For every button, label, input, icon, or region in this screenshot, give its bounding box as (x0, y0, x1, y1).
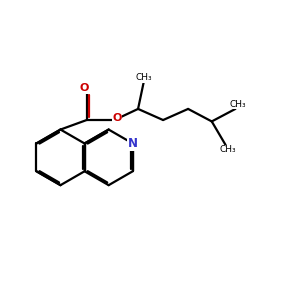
Text: CH₃: CH₃ (220, 145, 237, 154)
Text: CH₃: CH₃ (230, 100, 246, 109)
Text: O: O (80, 83, 89, 93)
Text: CH₃: CH₃ (136, 74, 153, 82)
Text: O: O (112, 113, 122, 123)
Text: N: N (128, 137, 138, 150)
